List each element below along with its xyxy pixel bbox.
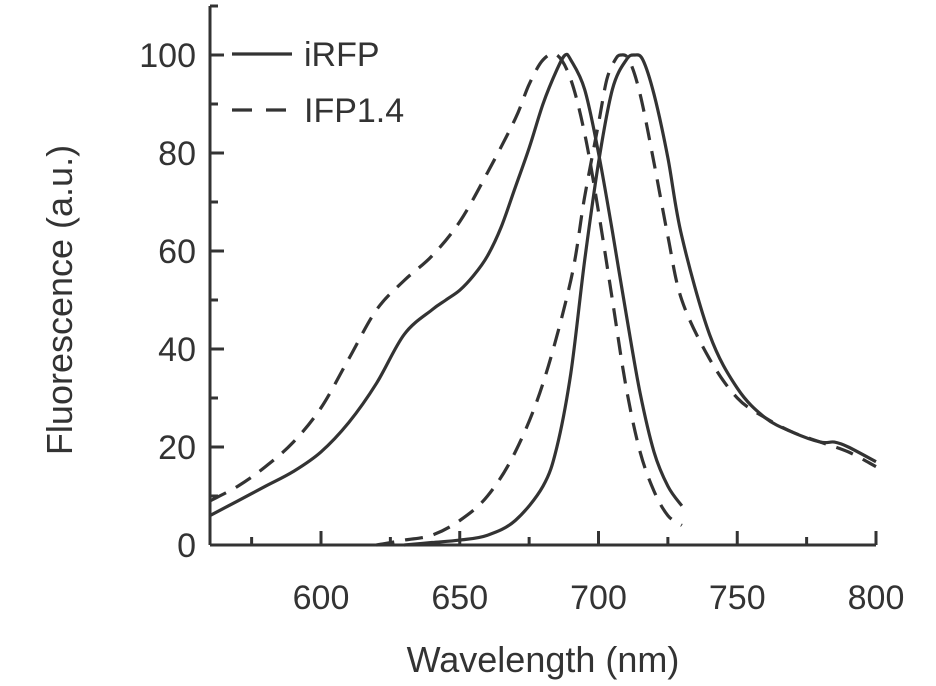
series-irfp-curve-2: [404, 53, 877, 547]
series-ifp1-4-curve-2: [376, 53, 877, 547]
y-tick-label: 0: [177, 527, 196, 565]
legend-label: IFP1.4: [304, 92, 404, 130]
x-tick-label: 650: [431, 579, 488, 617]
plot-lines: [209, 52, 877, 547]
legend-label: iRFP: [304, 36, 380, 74]
series-ifp1-4-curve-1: [209, 52, 683, 527]
x-tick-label: 800: [848, 579, 905, 617]
y-tick-label: 60: [158, 233, 196, 271]
x-tick-label: 700: [570, 579, 627, 617]
axes: 0 20 40 60 80 100 600 650 700 750 800: [139, 4, 905, 617]
y-tick-label: 100: [139, 37, 196, 75]
y-axis-title: Fluorescence (a.u.): [39, 145, 80, 455]
y-tick-label: 40: [158, 331, 196, 369]
x-axis-title: Wavelength (nm): [407, 639, 680, 680]
x-tick-label: 750: [709, 579, 766, 617]
series-irfp-curve-1: [209, 52, 684, 518]
x-tick-label: 600: [293, 579, 350, 617]
y-tick-label: 80: [158, 135, 196, 173]
legend: iRFP IFP1.4: [232, 36, 404, 130]
y-tick-label: 20: [158, 429, 196, 467]
